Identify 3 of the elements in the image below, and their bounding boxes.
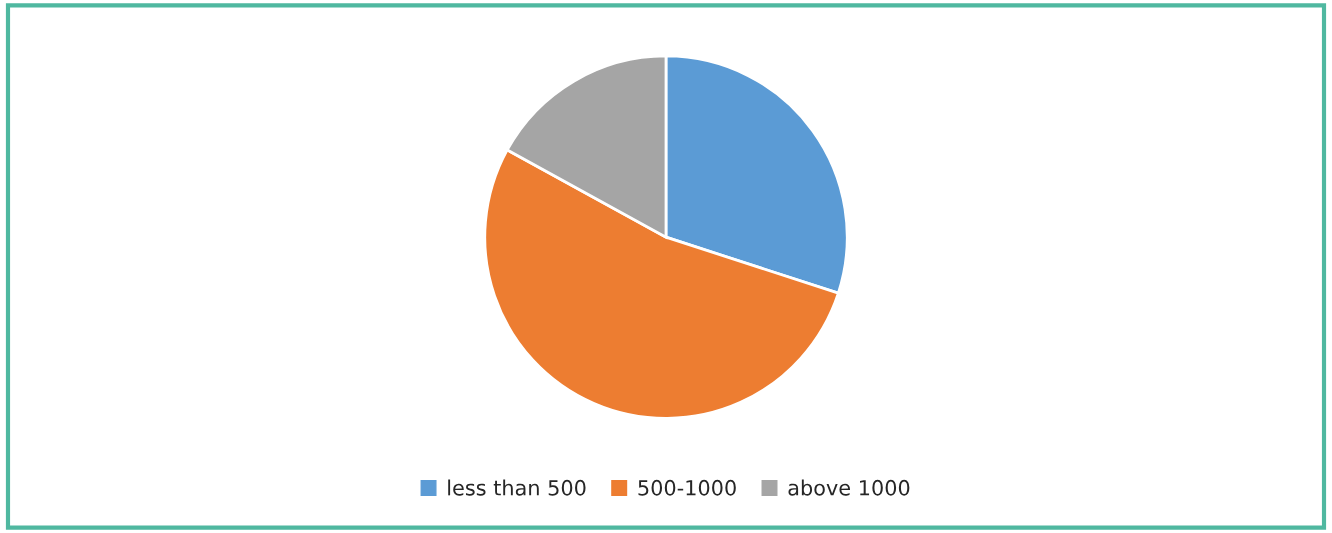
legend-label: 500-1000 (638, 479, 736, 496)
legend-label: above 1000 (788, 479, 910, 496)
legend-label: less than 500 (448, 479, 586, 496)
